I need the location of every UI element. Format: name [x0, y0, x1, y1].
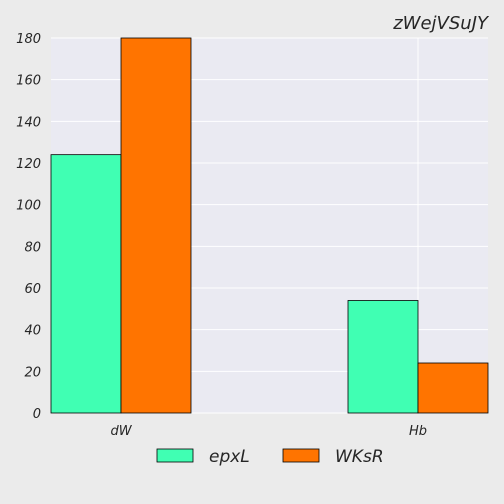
y-tick-label: 120 — [16, 157, 41, 172]
x-tick-label: dW — [110, 424, 132, 439]
bar-WKsR-Hb — [417, 362, 489, 414]
y-tick-label: 180 — [16, 32, 41, 47]
x-axis-ticks: dW Hb — [110, 424, 427, 439]
y-tick-label: 60 — [24, 282, 41, 297]
y-tick-label: 20 — [24, 365, 41, 380]
y-tick-label: 160 — [16, 74, 41, 89]
y-tick-label: 0 — [33, 407, 41, 422]
bar-epxL-Hb — [347, 300, 419, 414]
bar-epxL-dW — [50, 154, 122, 414]
legend-label-epxL: epxL — [209, 447, 250, 467]
y-tick-label: 80 — [24, 240, 41, 255]
y-tick-label: 140 — [16, 115, 41, 130]
chart-title: zWejVSuJY — [392, 13, 490, 34]
legend-swatch-WKsR — [282, 448, 320, 463]
y-tick-label: 40 — [24, 324, 41, 339]
legend: epxL WKsR — [156, 447, 384, 467]
x-tick-label: Hb — [409, 424, 427, 439]
y-tick-label: 100 — [16, 199, 41, 214]
legend-swatch-epxL — [156, 448, 194, 463]
bar-WKsR-dW — [120, 37, 192, 414]
bars — [50, 37, 489, 414]
y-axis-ticks: 0 20 40 60 80 100 120 140 160 180 — [16, 32, 41, 422]
legend-label-WKsR: WKsR — [335, 447, 384, 467]
